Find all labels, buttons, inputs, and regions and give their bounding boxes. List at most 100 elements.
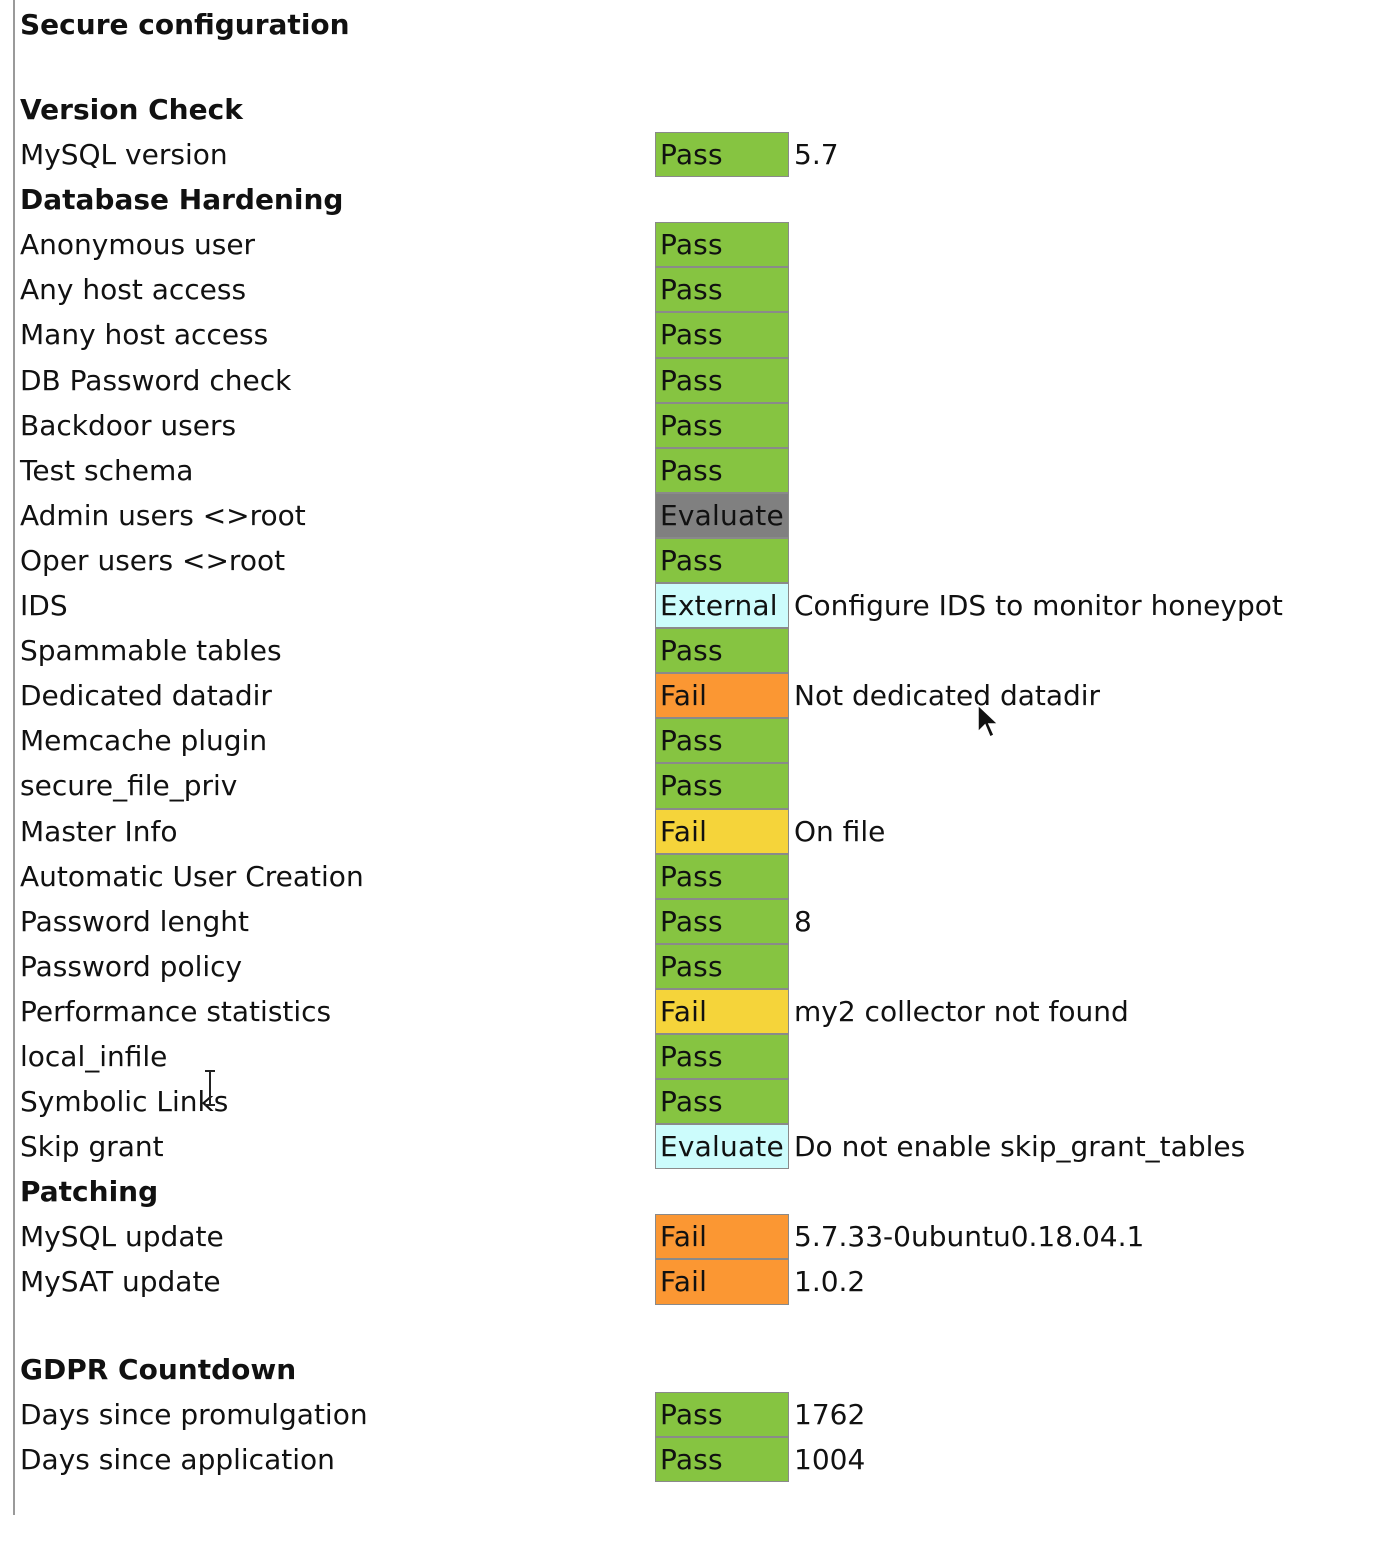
check-row: local_infile Pass — [20, 1033, 1380, 1080]
check-value: Configure IDS to monitor honeypot — [794, 589, 1283, 623]
check-value — [789, 1079, 794, 1124]
check-label: Backdoor users — [20, 408, 237, 442]
check-label: Dedicated datadir — [20, 679, 272, 713]
spacer — [20, 46, 1380, 87]
check-value — [789, 448, 794, 493]
status-badge: Pass — [655, 447, 789, 493]
check-label: Performance statistics — [20, 994, 332, 1028]
check-row: Skip grant Evaluate Do not enable skip_gra… — [20, 1124, 1380, 1170]
check-row: Many host access Pass — [20, 312, 1380, 358]
check-value: 1.0.2 — [794, 1265, 866, 1299]
check-row: Performance statistics Fail my2 collector … — [20, 988, 1380, 1034]
spacer — [20, 1305, 1380, 1347]
status-badge: Pass — [655, 1079, 789, 1125]
status-badge: Pass — [655, 357, 789, 403]
check-label: DB Password check — [20, 363, 292, 397]
check-row: Master Info Fail On file — [20, 808, 1380, 854]
check-label: Memcache plugin — [20, 724, 268, 758]
check-row: MySAT update Fail 1.0.2 — [20, 1259, 1380, 1305]
check-row: Oper users <>root Pass — [20, 537, 1380, 584]
check-row: IDS External Configure IDS to monitor hone… — [20, 583, 1380, 629]
check-row: Backdoor users Pass — [20, 402, 1380, 448]
check-value — [789, 222, 794, 267]
check-row: Admin users <>root Evaluate — [20, 492, 1380, 538]
status-badge: Fail — [655, 988, 789, 1034]
check-value — [789, 267, 794, 312]
text-cursor-icon — [205, 1070, 215, 1106]
status-badge: Pass — [655, 898, 789, 944]
status-badge: Pass — [655, 1033, 789, 1080]
check-label: Automatic User Creation — [20, 859, 364, 893]
check-label: Anonymous user — [20, 228, 256, 262]
check-label: Skip grant — [20, 1130, 164, 1164]
check-value: Not dedicated datadir — [794, 679, 1101, 713]
check-row: Password policy Pass — [20, 943, 1380, 989]
check-value: 8 — [794, 904, 812, 938]
mouse-pointer-icon — [977, 704, 999, 739]
check-row: Dedicated datadir Fail Not dedicated datad… — [20, 673, 1380, 719]
check-row: Spammable tables Pass — [20, 628, 1380, 674]
check-label: Any host access — [20, 273, 247, 307]
check-row: Days since promulgation Pass 1762 — [20, 1391, 1380, 1437]
check-label: Days since promulgation — [20, 1397, 368, 1431]
status-badge: Pass — [655, 718, 789, 764]
check-label: local_infile — [20, 1039, 168, 1073]
status-badge: Pass — [655, 537, 789, 584]
check-row: Days since application Pass 1004 — [20, 1436, 1380, 1482]
check-value — [789, 493, 794, 538]
check-label: Many host access — [20, 318, 269, 352]
check-value — [789, 944, 794, 989]
check-value — [789, 403, 794, 448]
check-row: Password lenght Pass 8 — [20, 898, 1380, 944]
status-badge: Fail — [655, 1259, 789, 1305]
page-title: Secure configuration — [20, 8, 350, 41]
check-label: Symbolic Links — [20, 1085, 229, 1119]
check-value — [789, 718, 794, 763]
check-row: Test schema Pass — [20, 447, 1380, 493]
check-value — [789, 358, 794, 403]
section-heading: GDPR Countdown — [20, 1352, 297, 1386]
section-heading: Patching — [20, 1175, 159, 1209]
check-value: 5.7 — [794, 138, 839, 172]
check-label: Password lenght — [20, 904, 249, 938]
check-row: Symbolic Links Pass — [20, 1079, 1380, 1125]
check-value: 1004 — [794, 1442, 866, 1476]
check-row: Anonymous user Pass — [20, 222, 1380, 268]
check-row: Memcache plugin Pass — [20, 718, 1380, 764]
check-value — [789, 312, 794, 357]
section-heading: Version Check — [20, 93, 243, 126]
check-label: Admin users <>root — [20, 498, 306, 532]
status-badge: Fail — [655, 808, 789, 854]
status-badge: Pass — [655, 312, 789, 358]
check-value: Do not enable skip_grant_tables — [794, 1130, 1246, 1164]
check-value: On file — [794, 814, 886, 848]
check-value: my2 collector not found — [794, 994, 1129, 1028]
status-badge: Evaluate — [655, 1124, 789, 1170]
status-badge: Pass — [655, 222, 789, 268]
status-badge: Fail — [655, 1214, 789, 1260]
check-row: MySQL version Pass 5.7 — [20, 132, 1380, 178]
check-value — [789, 854, 794, 899]
status-badge: Pass — [655, 132, 789, 178]
check-label: Test schema — [20, 453, 194, 487]
check-label: MySQL update — [20, 1220, 224, 1254]
check-value — [789, 763, 794, 808]
section-heading: Database Hardening — [20, 183, 344, 217]
check-label: Days since application — [20, 1442, 335, 1476]
check-value — [789, 1034, 794, 1079]
check-value: 5.7.33-0ubuntu0.18.04.1 — [794, 1220, 1145, 1254]
status-badge: Pass — [655, 628, 789, 674]
check-label: Master Info — [20, 814, 178, 848]
check-row: secure_file_priv Pass — [20, 763, 1380, 809]
check-label: IDS — [20, 589, 68, 623]
check-value: 1762 — [794, 1397, 866, 1431]
page-left-border — [13, 0, 15, 1515]
status-badge: Pass — [655, 1436, 789, 1482]
check-label: Oper users <>root — [20, 543, 286, 577]
status-badge: Pass — [655, 1391, 789, 1437]
status-badge: External — [655, 583, 789, 629]
status-badge: Evaluate — [655, 492, 789, 538]
check-label: Spammable tables — [20, 634, 282, 668]
status-badge: Pass — [655, 853, 789, 899]
check-label: MySAT update — [20, 1265, 221, 1299]
